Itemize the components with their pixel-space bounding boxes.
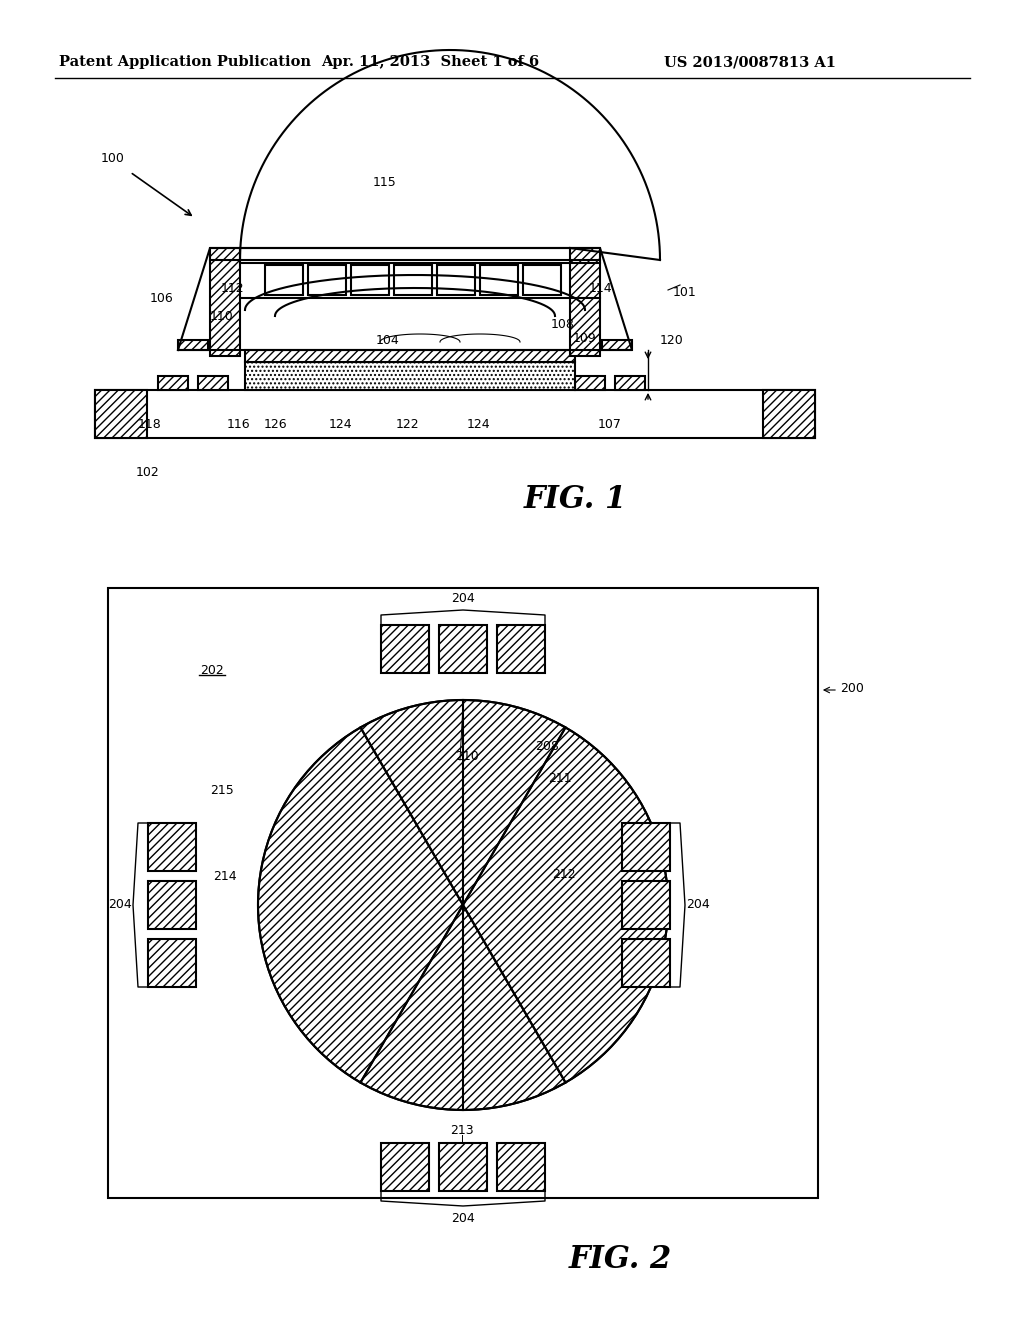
Text: US 2013/0087813 A1: US 2013/0087813 A1 (664, 55, 836, 69)
Bar (439, 1143, 487, 1191)
Text: FIG. 2: FIG. 2 (568, 1245, 672, 1275)
Text: 124: 124 (466, 418, 489, 432)
Text: 124: 124 (328, 418, 352, 432)
Text: 204: 204 (686, 899, 710, 912)
Bar (570, 248, 600, 356)
Text: FIG. 1: FIG. 1 (523, 484, 627, 516)
Text: 118: 118 (138, 418, 162, 432)
Bar (763, 389, 815, 438)
Text: 106: 106 (151, 292, 174, 305)
Text: 108: 108 (551, 318, 574, 331)
Text: 212: 212 (552, 869, 575, 882)
Bar (381, 624, 429, 673)
Text: 200: 200 (840, 681, 864, 694)
Bar (439, 624, 487, 673)
Bar (178, 341, 208, 350)
Bar (622, 880, 670, 929)
Text: 115: 115 (373, 176, 397, 189)
Bar (245, 362, 575, 389)
Text: 122: 122 (395, 418, 419, 432)
Bar (351, 265, 389, 294)
Text: 215: 215 (210, 784, 233, 796)
Text: 114: 114 (588, 281, 611, 294)
Bar (95, 389, 147, 438)
Bar (158, 376, 188, 389)
Text: 204: 204 (452, 1213, 475, 1225)
Text: 104: 104 (376, 334, 400, 346)
Text: 101: 101 (673, 285, 697, 298)
Bar (622, 939, 670, 987)
Bar (622, 822, 670, 871)
Bar (394, 265, 432, 294)
Text: 112: 112 (220, 281, 244, 294)
Bar (615, 376, 645, 389)
Bar (148, 880, 196, 929)
Bar (210, 248, 240, 356)
Bar (148, 822, 196, 871)
Text: 211: 211 (548, 771, 571, 784)
Text: 204: 204 (109, 899, 132, 912)
Text: 204: 204 (452, 593, 475, 606)
Bar (308, 265, 346, 294)
Text: 126: 126 (263, 418, 287, 432)
Text: 214: 214 (213, 870, 237, 883)
Text: 120: 120 (660, 334, 684, 346)
Text: 110: 110 (210, 309, 233, 322)
Text: Patent Application Publication: Patent Application Publication (59, 55, 311, 69)
Text: Apr. 11, 2013  Sheet 1 of 6: Apr. 11, 2013 Sheet 1 of 6 (321, 55, 539, 69)
Text: 107: 107 (598, 418, 622, 432)
Bar (480, 265, 518, 294)
Bar (198, 376, 228, 389)
Bar (95, 389, 815, 438)
Bar (245, 350, 575, 362)
Text: 202: 202 (200, 664, 224, 676)
Bar (497, 1143, 545, 1191)
Circle shape (258, 700, 668, 1110)
Text: 210: 210 (455, 750, 479, 763)
Bar (108, 587, 818, 1199)
Text: 109: 109 (573, 331, 597, 345)
Text: 208: 208 (535, 739, 559, 752)
Bar (265, 265, 303, 294)
Bar (381, 1143, 429, 1191)
Bar (575, 376, 605, 389)
Text: 116: 116 (226, 418, 250, 432)
Bar (437, 265, 475, 294)
Bar (602, 341, 632, 350)
Text: 100: 100 (101, 152, 125, 165)
Bar (497, 624, 545, 673)
Text: 102: 102 (136, 466, 160, 479)
Bar (148, 939, 196, 987)
Bar (523, 265, 561, 294)
Text: 213: 213 (451, 1123, 474, 1137)
